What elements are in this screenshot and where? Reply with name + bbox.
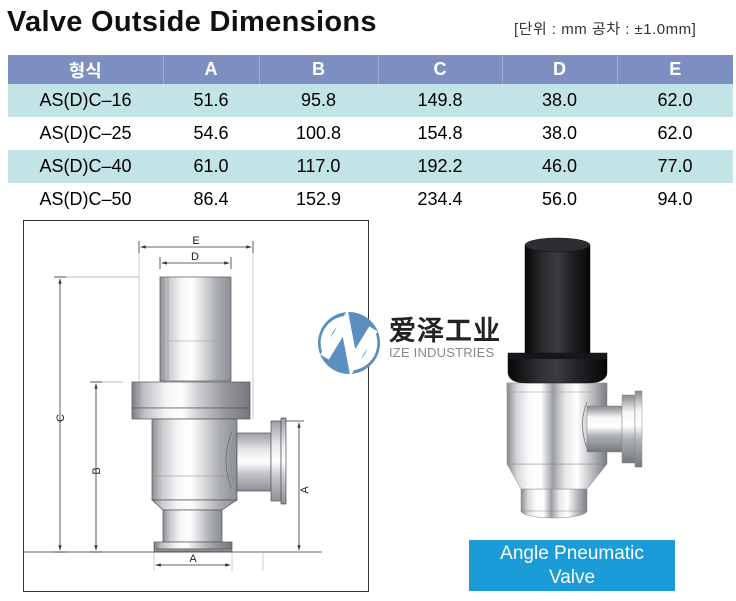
svg-text:A: A bbox=[299, 486, 311, 494]
svg-text:C: C bbox=[55, 414, 67, 422]
svg-text:B: B bbox=[91, 467, 103, 474]
svg-text:E: E bbox=[192, 235, 199, 247]
svg-text:A: A bbox=[189, 553, 197, 565]
svg-text:D: D bbox=[191, 251, 199, 263]
